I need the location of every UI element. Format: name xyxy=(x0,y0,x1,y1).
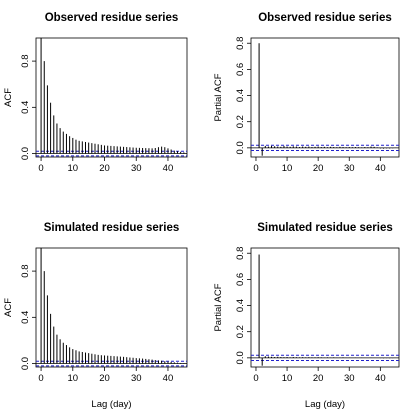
x-tick-label: 0 xyxy=(253,163,258,174)
x-tick-label: 20 xyxy=(313,373,324,384)
y-tick-label: 0.8 xyxy=(235,247,246,260)
y-axis-title: Partial ACF xyxy=(213,73,224,121)
observed-acf-panel: Observed residue series 0 10 20 30 40 0.0 0.4 0.… xyxy=(3,12,188,174)
plot-frame xyxy=(250,247,400,368)
y-tick-label: 0.0 xyxy=(235,141,246,154)
y-tick-label: 0.4 xyxy=(235,299,246,312)
y-tick-label: 0.0 xyxy=(235,351,246,364)
x-tick-label: 20 xyxy=(99,373,110,384)
x-tick-label: 10 xyxy=(282,373,293,384)
simulated-acf-panel: Simulated residue series 0 10 20 30 40 0.0 0.4 0… xyxy=(3,222,188,410)
y-tick-label: 0.4 xyxy=(20,311,31,324)
panel-title: Simulated residue series xyxy=(257,222,393,234)
x-tick-label: 10 xyxy=(68,163,79,174)
y-tick-label: 0.6 xyxy=(235,63,246,76)
y-tick-label: 0.8 xyxy=(20,264,31,277)
y-axis-title: Partial ACF xyxy=(213,283,224,331)
simulated-pacf-panel: Simulated residue series 0 10 20 30 40 0.0 0.2 0… xyxy=(213,222,400,410)
plot-frame xyxy=(35,37,188,158)
x-tick-label: 0 xyxy=(253,373,258,384)
panel-title: Observed residue series xyxy=(258,12,392,24)
y-tick-label: 0.2 xyxy=(235,325,246,338)
x-tick-label: 30 xyxy=(131,163,142,174)
y-tick-label: 0.0 xyxy=(20,357,31,370)
x-tick-label: 20 xyxy=(99,163,110,174)
x-tick-label: 30 xyxy=(344,163,355,174)
y-tick-label: 0.4 xyxy=(20,101,31,114)
plot-frame xyxy=(35,247,188,368)
y-axis-title: ACF xyxy=(3,88,14,107)
x-tick-label: 40 xyxy=(375,373,386,384)
panel-title: Observed residue series xyxy=(45,12,179,24)
x-tick-label: 10 xyxy=(68,373,79,384)
plot-frame xyxy=(250,37,400,158)
x-tick-label: 30 xyxy=(131,373,142,384)
x-axis-title: Lag (day) xyxy=(305,399,345,410)
y-tick-label: 0.6 xyxy=(235,273,246,286)
y-tick-label: 0.8 xyxy=(20,54,31,67)
x-tick-label: 20 xyxy=(313,163,324,174)
y-axis-title: ACF xyxy=(3,298,14,317)
x-tick-label: 0 xyxy=(38,163,43,174)
x-tick-label: 40 xyxy=(375,163,386,174)
observed-pacf-panel: Observed residue series 0 10 20 30 40 0.0 0.2 0.… xyxy=(213,12,400,174)
x-tick-label: 0 xyxy=(38,373,43,384)
panel-title: Simulated residue series xyxy=(44,222,180,234)
x-tick-label: 30 xyxy=(344,373,355,384)
y-tick-label: 0.0 xyxy=(20,147,31,160)
x-axis-title: Lag (day) xyxy=(91,399,131,410)
y-tick-label: 0.8 xyxy=(235,37,246,50)
x-tick-label: 10 xyxy=(282,163,293,174)
y-tick-label: 0.4 xyxy=(235,89,246,102)
x-tick-label: 40 xyxy=(163,373,174,384)
y-tick-label: 0.2 xyxy=(235,115,246,128)
x-tick-label: 40 xyxy=(163,163,174,174)
